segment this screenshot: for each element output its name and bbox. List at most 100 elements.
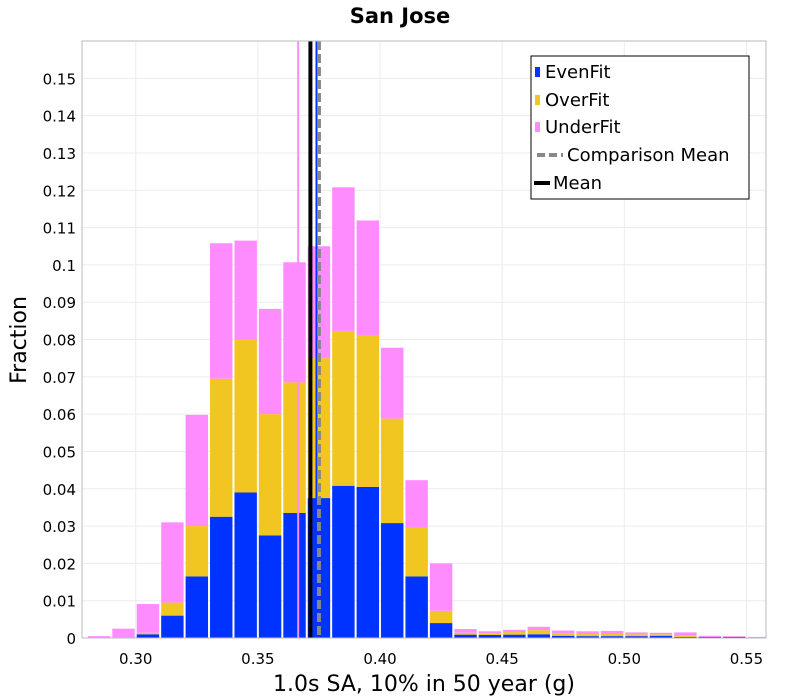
bar-evenfit-26 — [723, 636, 746, 638]
y-tick-label-7: 0.07 — [43, 369, 76, 387]
x-axis-title: 1.0s SA, 10% in 50 year (g) — [273, 672, 575, 697]
y-tick-label-1: 0.01 — [43, 593, 76, 611]
bar-underfit-0 — [87, 636, 111, 638]
bar-underfit-15 — [454, 629, 477, 633]
y-tick-label-8: 0.08 — [43, 332, 76, 350]
bar-overfit-20 — [576, 633, 599, 637]
bar-underfit-8 — [283, 262, 306, 383]
bar-underfit-1 — [112, 628, 135, 638]
y-axis-ticks: 0 0.01 0.02 0.03 0.04 0.05 0.06 0.07 0.08 0.09 0.1… — [43, 70, 76, 648]
reference-lines — [297, 41, 321, 638]
y-tick-label-0: 0 — [66, 630, 76, 648]
bar-overfit-18 — [527, 630, 551, 635]
bar-evenfit-7 — [258, 535, 282, 638]
x-tick-label-1: 0.35 — [241, 650, 274, 668]
bar-evenfit-21 — [600, 636, 624, 638]
bar-overfit-3 — [161, 602, 184, 616]
bar-underfit-7 — [258, 308, 282, 415]
y-tick-label-4: 0.04 — [43, 481, 76, 499]
bar-evenfit-18 — [527, 634, 551, 638]
bar-underfit-2 — [136, 604, 160, 633]
bar-underfit-20 — [576, 631, 599, 634]
bar-underfit-12 — [381, 347, 404, 419]
bar-evenfit-20 — [576, 636, 599, 638]
bar-overfit-21 — [600, 633, 624, 637]
bar-overfit-4 — [185, 526, 209, 577]
bar-overfit-17 — [503, 632, 526, 635]
bar-evenfit-19 — [552, 635, 575, 638]
legend: EvenFit OverFit UnderFit Comparison Mean… — [530, 55, 750, 200]
legend-swatch-evenfit — [535, 67, 540, 77]
bar-evenfit-12 — [381, 523, 404, 638]
plot-border — [81, 40, 767, 639]
y-tick-label-5: 0.05 — [43, 443, 76, 461]
legend-label-underfit: UnderFit — [545, 117, 621, 138]
legend-label-evenfit: EvenFit — [545, 62, 611, 83]
bar-evenfit-8 — [283, 513, 306, 638]
bar-overfit-13 — [405, 527, 428, 577]
bar-overfit-9 — [307, 358, 331, 499]
bar-underfit-13 — [405, 480, 428, 528]
x-tick-label-2: 0.40 — [363, 650, 396, 668]
bar-evenfit-24 — [674, 636, 697, 638]
bar-underfit-22 — [625, 632, 648, 635]
legend-swatch-overfit — [535, 95, 540, 105]
bar-underfit-17 — [503, 629, 526, 633]
bar-evenfit-10 — [332, 485, 355, 638]
y-tick-label-15: 0.15 — [43, 70, 76, 88]
bar-underfit-23 — [649, 632, 673, 635]
y-tick-label-2: 0.02 — [43, 555, 76, 573]
bar-overfit-5 — [210, 378, 233, 517]
bar-evenfit-6 — [234, 492, 257, 638]
bar-overfit-14 — [429, 610, 453, 624]
bar-overfit-22 — [625, 634, 648, 637]
bar-evenfit-22 — [625, 636, 648, 638]
bar-underfit-11 — [356, 220, 380, 336]
bar-evenfit-4 — [185, 576, 209, 638]
bar-overfit-19 — [552, 633, 575, 636]
bar-overfit-2 — [136, 632, 160, 635]
bar-evenfit-15 — [454, 634, 477, 638]
bar-overfit-6 — [234, 339, 257, 493]
x-axis-ticks: 0.30 0.35 0.40 0.45 0.50 0.55 — [119, 650, 763, 668]
bar-overfit-7 — [258, 414, 282, 536]
bar-overfit-16 — [478, 633, 502, 636]
legend-label-overfit: OverFit — [545, 90, 609, 111]
bar-evenfit-5 — [210, 516, 233, 638]
bar-underfit-19 — [552, 630, 575, 634]
bar-evenfit-13 — [405, 576, 428, 638]
bar-underfit-21 — [600, 630, 624, 634]
x-tick-label-4: 0.50 — [608, 650, 641, 668]
legend-box — [530, 55, 750, 200]
bar-evenfit-25 — [698, 636, 722, 638]
legend-swatch-underfit — [535, 122, 540, 132]
bar-underfit-5 — [210, 243, 233, 379]
bar-underfit-25 — [698, 635, 722, 637]
bar-overfit-10 — [332, 330, 355, 486]
x-tick-label-0: 0.30 — [119, 650, 152, 668]
chart-title: San Jose — [350, 4, 451, 28]
bar-overfit-15 — [454, 632, 477, 635]
y-tick-label-3: 0.03 — [43, 518, 76, 536]
bar-underfit-6 — [234, 240, 257, 340]
bar-evenfit-11 — [356, 486, 380, 638]
legend-label-comparison-mean: Comparison Mean — [567, 145, 730, 166]
legend-label-mean: Mean — [553, 173, 602, 194]
bar-overfit-24 — [674, 635, 697, 637]
y-tick-label-10: 0.1 — [52, 257, 76, 275]
x-tick-label-5: 0.55 — [730, 650, 763, 668]
y-tick-label-13: 0.13 — [43, 145, 76, 163]
bar-overfit-11 — [356, 335, 380, 487]
bar-underfit-26 — [723, 636, 746, 637]
bar-underfit-16 — [478, 631, 502, 634]
bar-evenfit-23 — [649, 635, 673, 638]
bar-underfit-3 — [161, 522, 184, 603]
bar-overfit-23 — [649, 634, 673, 636]
bar-evenfit-17 — [503, 634, 526, 638]
y-tick-label-12: 0.12 — [43, 182, 76, 200]
bars — [87, 187, 766, 638]
bar-underfit-27 — [747, 636, 766, 638]
y-tick-label-9: 0.09 — [43, 294, 76, 312]
y-tick-label-14: 0.14 — [43, 108, 76, 126]
